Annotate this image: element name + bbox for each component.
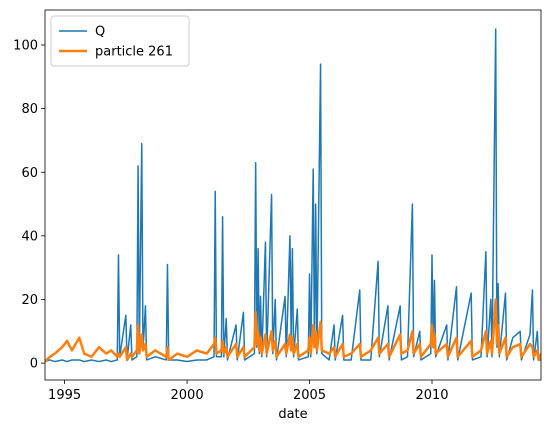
y-tick-label: 60: [21, 166, 38, 181]
x-tick-label: 1995: [48, 388, 81, 403]
plot-area: [45, 28, 541, 363]
x-tick-label: 2005: [293, 388, 326, 403]
line-series: [45, 298, 541, 363]
y-tick-label: 100: [13, 38, 38, 53]
y-tick-label: 80: [21, 102, 38, 117]
legend-frame: [50, 15, 190, 67]
y-tick-label: 40: [21, 229, 38, 244]
x-tick-label: 2000: [171, 388, 204, 403]
legend-label: particle 261: [95, 45, 173, 60]
x-tick-label: 2010: [415, 388, 448, 403]
line-series: [45, 28, 541, 363]
y-tick-label: 0: [30, 357, 38, 372]
x-axis-label: date: [278, 407, 307, 422]
y-tick-label: 20: [21, 293, 38, 308]
axes-frame: [44, 9, 542, 381]
legend-label: Q: [95, 25, 105, 40]
